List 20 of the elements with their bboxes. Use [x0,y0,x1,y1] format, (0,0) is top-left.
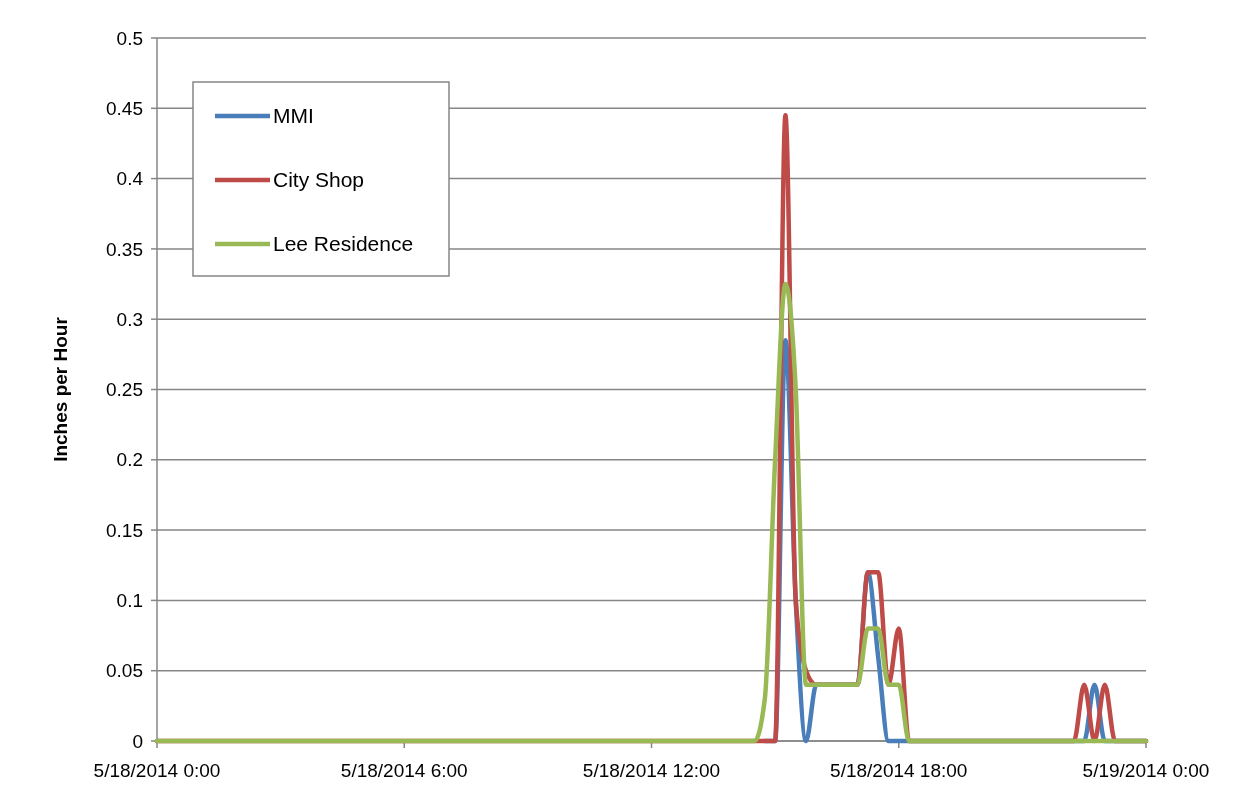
y-tick-label: 0.1 [116,590,143,612]
y-tick-label: 0.2 [116,449,143,471]
x-tick-label: 5/18/2014 12:00 [582,760,721,781]
y-tick-label: 0 [132,730,143,752]
y-tick-label: 0.3 [116,308,143,330]
x-tick-label: 5/18/2014 0:00 [93,760,221,781]
y-tick-label: 0.5 [116,27,143,49]
y-tick-label: 0.35 [106,238,143,260]
legend-label: City Shop [273,168,365,192]
y-tick-label: 0.45 [106,97,143,119]
x-tick-label: 5/18/2014 6:00 [340,760,468,781]
x-tick-label: 5/19/2014 0:00 [1082,760,1210,781]
y-tick-label: 0.4 [116,168,144,190]
y-tick-label: 0.25 [106,379,143,401]
y-tick-label: 0.05 [106,660,143,682]
y-tick-label: 0.15 [106,519,143,541]
y-axis-title: Inches per Hour [50,316,71,462]
x-tick-label: 5/18/2014 18:00 [830,760,968,781]
legend-label: Lee Residence [273,232,414,256]
legend-label: MMI [273,104,314,128]
